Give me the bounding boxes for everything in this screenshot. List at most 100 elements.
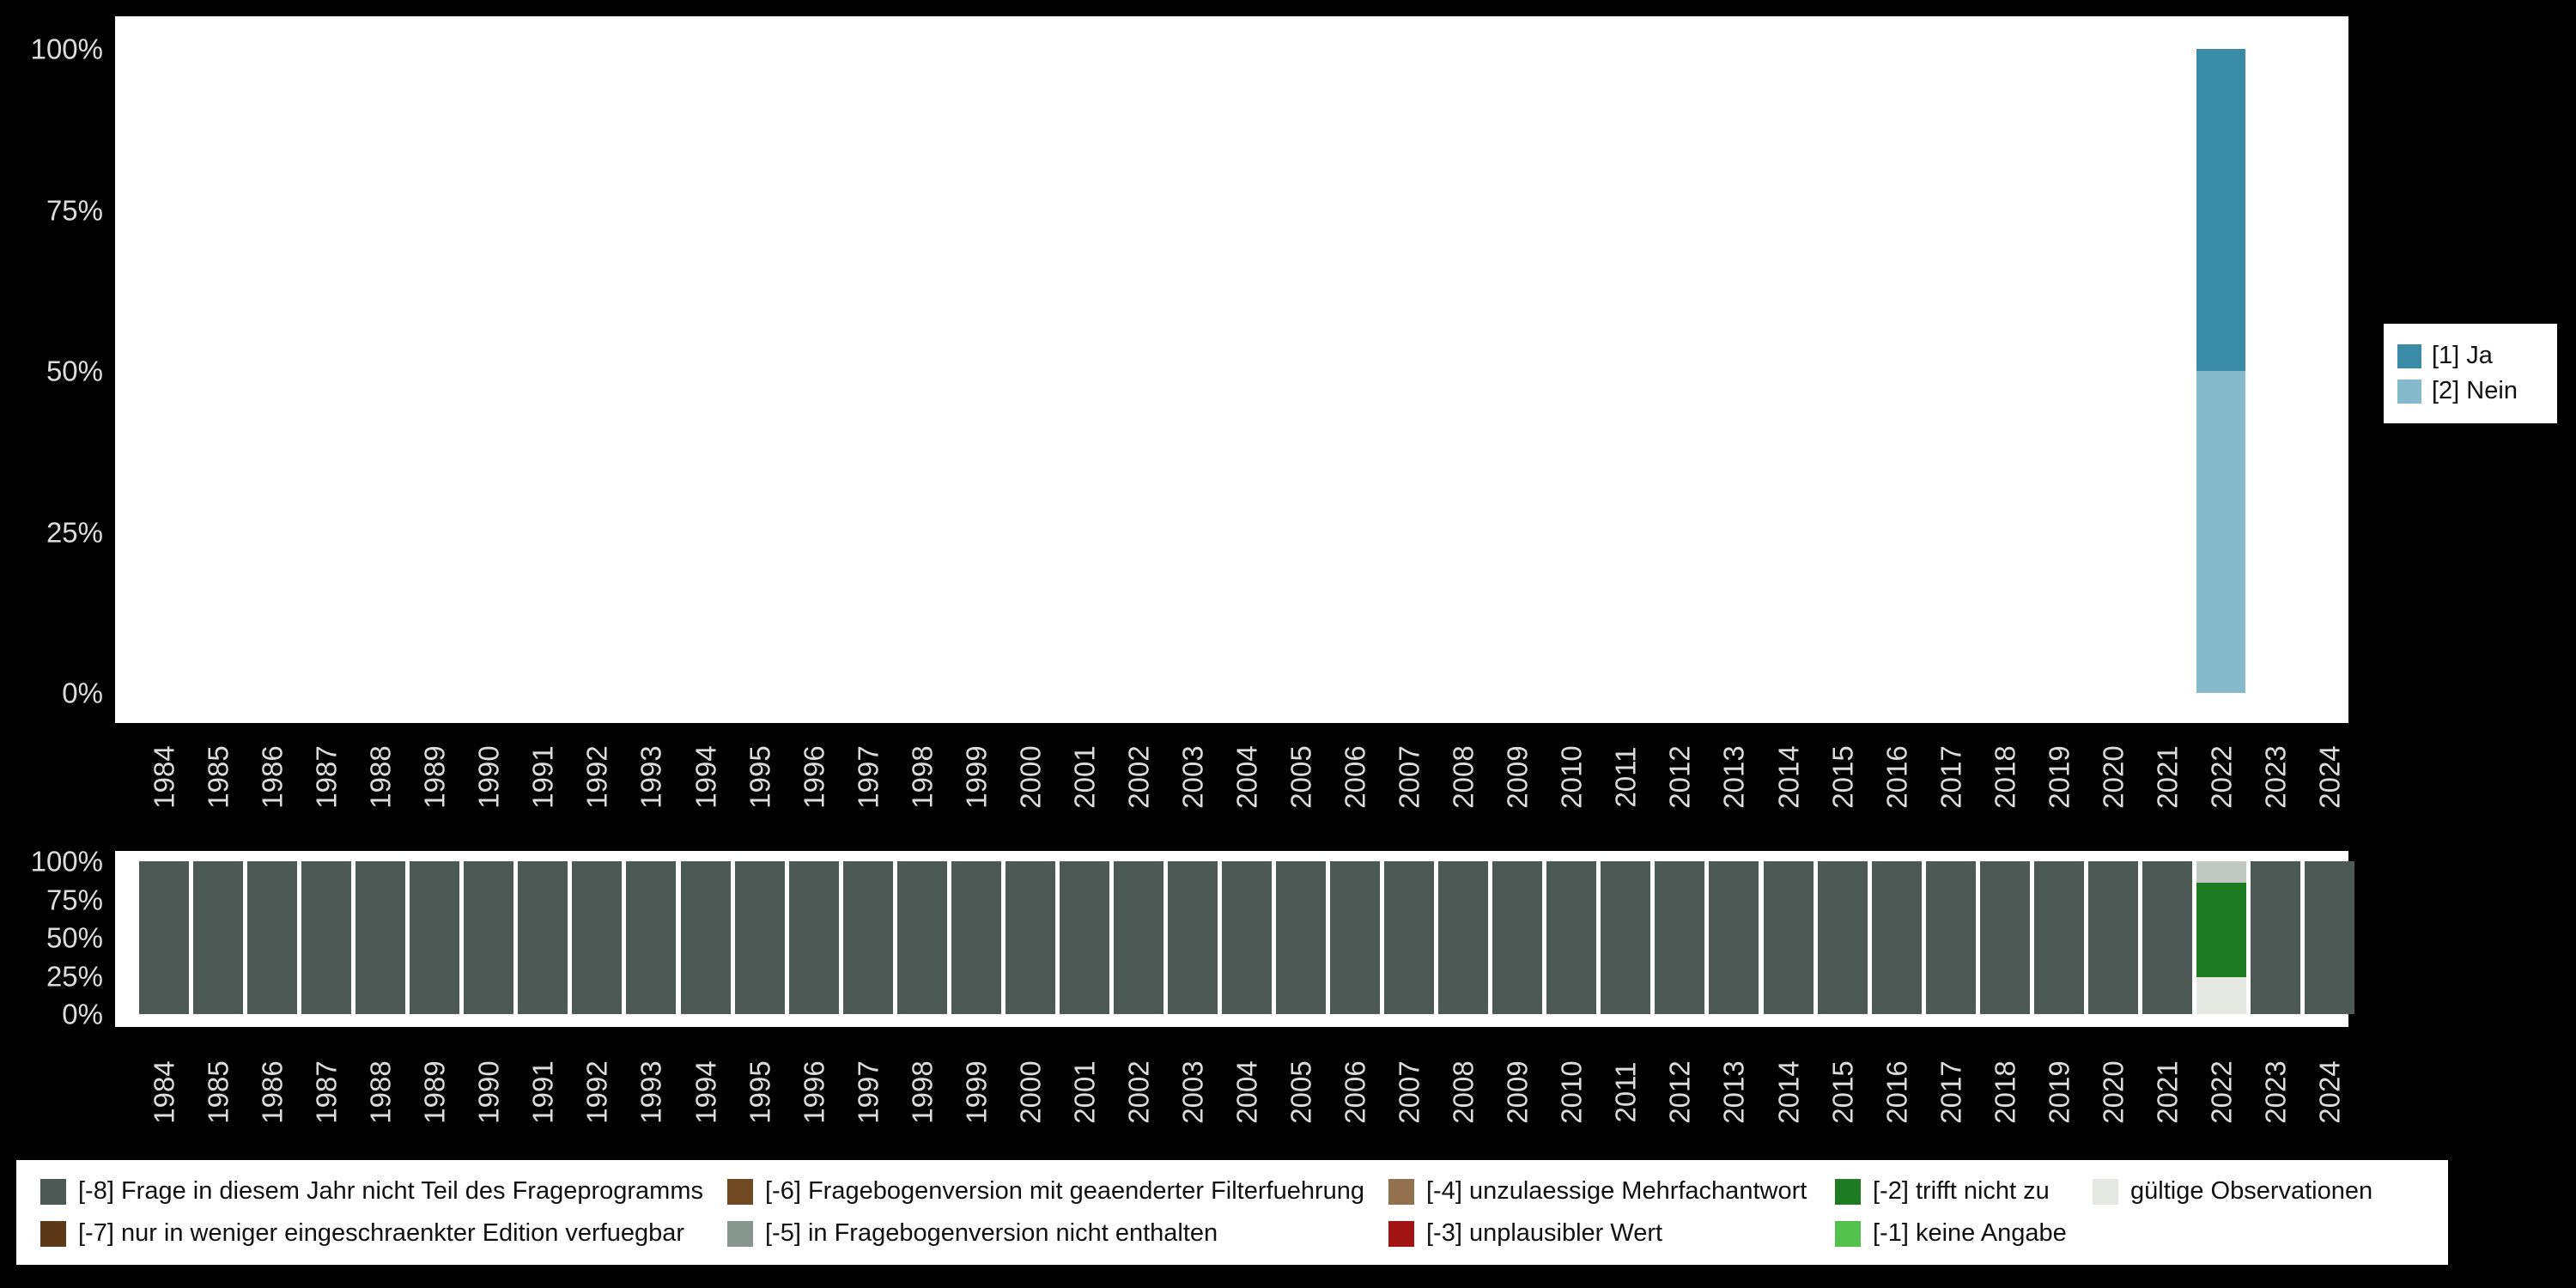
x-tick-label: 2002 xyxy=(1122,745,1155,809)
legend-swatch-icon xyxy=(1388,1178,1414,1205)
bar-segment xyxy=(896,861,947,1014)
x-tick-label: 2021 xyxy=(2151,1060,2184,1124)
stacked-bar-1996 xyxy=(788,861,839,1014)
bar-segment xyxy=(2033,861,2084,1014)
bar-segment xyxy=(1438,861,1489,1014)
x-tick-label: 2014 xyxy=(1772,1060,1804,1124)
x-tick-label: 2022 xyxy=(2205,745,2238,809)
x-tick-label: 2021 xyxy=(2151,745,2184,809)
bar-segment xyxy=(2196,977,2246,1014)
bar-segment xyxy=(193,861,244,1014)
stacked-bar-2015 xyxy=(1817,861,1868,1014)
y-tick-label: 0% xyxy=(62,677,103,709)
x-tick-label: 2008 xyxy=(1447,745,1479,809)
top-chart-panel xyxy=(115,16,2348,723)
stacked-bar-2021 xyxy=(2142,861,2192,1014)
x-tick-label: 1998 xyxy=(906,1060,939,1124)
bar-segment xyxy=(1817,861,1868,1014)
legend-entry-label: [-5] in Fragebogenversion nicht enthalte… xyxy=(765,1219,1218,1247)
bar-segment xyxy=(1871,861,1922,1014)
x-tick-label: 2007 xyxy=(1393,745,1425,809)
stacked-bar-1999 xyxy=(951,861,1001,1014)
legend-entry: [-6] Fragebogenversion mit geaenderter F… xyxy=(727,1177,1388,1206)
x-tick-label: 2015 xyxy=(1826,745,1859,809)
x-tick-label: 2004 xyxy=(1230,1060,1263,1124)
x-tick-label: 2020 xyxy=(2097,745,2129,809)
x-tick-label: 1991 xyxy=(526,1060,559,1124)
legend-swatch-icon xyxy=(1835,1178,1861,1205)
bar-segment xyxy=(1059,861,1109,1014)
bar-segment xyxy=(139,861,189,1014)
x-tick-label: 2009 xyxy=(1501,1060,1534,1124)
stacked-bar-1994 xyxy=(680,861,731,1014)
legend-swatch-icon xyxy=(2093,1178,2118,1205)
stacked-bar-1985 xyxy=(193,861,244,1014)
x-tick-label: 2004 xyxy=(1230,745,1263,809)
bar-segment xyxy=(301,861,352,1014)
stacked-bar-1990 xyxy=(464,861,514,1014)
x-tick-label: 2007 xyxy=(1393,1060,1425,1124)
stacked-bar-2007 xyxy=(1384,861,1435,1014)
x-tick-label: 1996 xyxy=(798,1060,830,1124)
bar-segment xyxy=(1330,861,1381,1014)
x-tick-label: 1989 xyxy=(418,1060,451,1124)
legend-swatch-icon xyxy=(2397,343,2421,368)
legend-swatch-icon xyxy=(1835,1220,1861,1247)
legend-entry: [-7] nur in weniger eingeschraenkter Edi… xyxy=(40,1219,727,1248)
legend-swatch-icon xyxy=(40,1178,66,1205)
bar-segment xyxy=(572,861,623,1014)
x-tick-label: 1996 xyxy=(798,745,830,809)
bar-segment xyxy=(2196,371,2246,693)
stacked-bar-2022 xyxy=(2196,861,2246,1014)
x-tick-label: 2023 xyxy=(2259,745,2292,809)
stacked-bar-2005 xyxy=(1276,861,1327,1014)
y-tick-label: 25% xyxy=(46,516,103,548)
bar-segment xyxy=(518,861,568,1014)
bar-segment xyxy=(464,861,514,1014)
x-tick-label: 1992 xyxy=(580,745,613,809)
bar-segment xyxy=(1925,861,1976,1014)
x-tick-label: 2003 xyxy=(1176,1060,1209,1124)
stacked-bar-2014 xyxy=(1763,861,1814,1014)
y-tick-label: 25% xyxy=(46,960,103,992)
x-tick-label: 1993 xyxy=(635,745,667,809)
x-tick-label: 1984 xyxy=(148,745,180,809)
bar-segment xyxy=(1546,861,1597,1014)
bottom-chart-panel xyxy=(115,851,2354,1027)
x-tick-label: 1989 xyxy=(418,745,451,809)
stacked-bar-2002 xyxy=(1113,861,1163,1014)
stacked-bar-2009 xyxy=(1492,861,1543,1014)
legend-entry-label: [-1] keine Angabe xyxy=(1873,1219,2067,1247)
bar-segment xyxy=(680,861,731,1014)
x-tick-label: 1984 xyxy=(148,1060,180,1124)
legend-entry: [1] Ja xyxy=(2397,342,2543,370)
x-tick-label: 2016 xyxy=(1880,745,1913,809)
legend-swatch-icon xyxy=(727,1178,753,1205)
legend-entry: gültige Observationen xyxy=(2093,1177,2424,1206)
x-tick-label: 1997 xyxy=(852,1060,884,1124)
legend-entry-label: [-2] trifft nicht zu xyxy=(1873,1177,2050,1205)
stacked-bar-2011 xyxy=(1601,861,1651,1014)
stacked-bar-1987 xyxy=(301,861,352,1014)
legend-entry-label: [-4] unzulaessige Mehrfachantwort xyxy=(1426,1177,1807,1205)
x-tick-label: 1995 xyxy=(744,1060,776,1124)
stacked-bar-2010 xyxy=(1546,861,1597,1014)
stacked-bar-1988 xyxy=(355,861,406,1014)
bar-segment xyxy=(1601,861,1651,1014)
stacked-bar-2018 xyxy=(1979,861,2030,1014)
x-tick-label: 2023 xyxy=(2259,1060,2292,1124)
y-tick-label: 100% xyxy=(30,33,103,65)
stacked-bar-2006 xyxy=(1330,861,1381,1014)
stacked-bar-2013 xyxy=(1709,861,1759,1014)
x-tick-label: 1997 xyxy=(852,745,884,809)
x-tick-label: 2011 xyxy=(1609,1061,1642,1123)
bar-segment xyxy=(951,861,1001,1014)
bar-segment xyxy=(1005,861,1055,1014)
y-tick-label: 50% xyxy=(46,921,103,954)
stacked-bar-1989 xyxy=(410,861,460,1014)
y-tick-label: 75% xyxy=(46,194,103,226)
x-tick-label: 2012 xyxy=(1663,1060,1696,1124)
x-tick-label: 1991 xyxy=(526,745,559,809)
legend-entry-label: [2] Nein xyxy=(2432,377,2518,404)
